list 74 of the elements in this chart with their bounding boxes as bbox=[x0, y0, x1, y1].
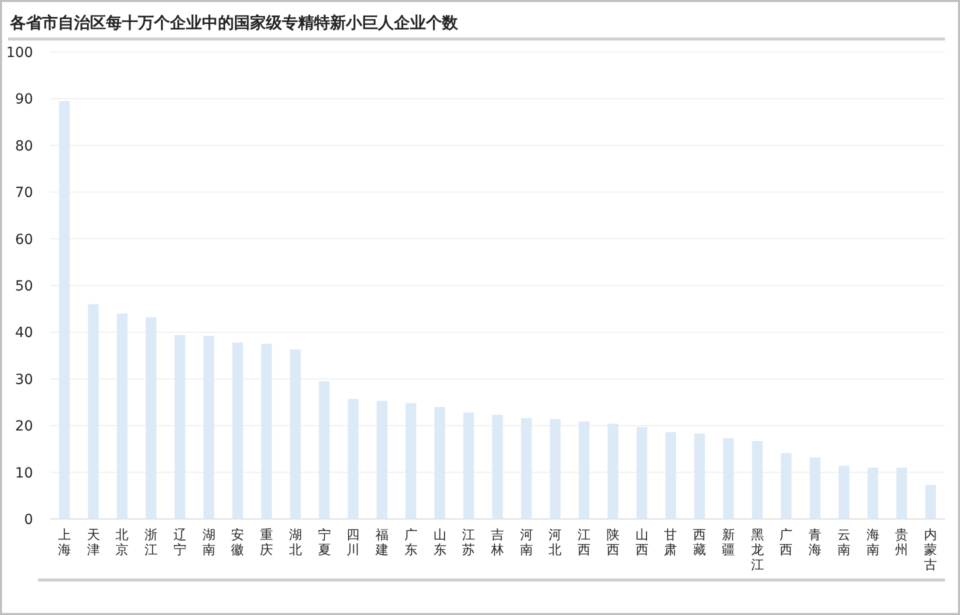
bar bbox=[261, 344, 272, 519]
x-tick-label: 湖北 bbox=[288, 528, 302, 558]
bar bbox=[203, 336, 214, 519]
x-tick-label: 江苏 bbox=[462, 528, 476, 558]
x-tick-label: 四川 bbox=[346, 528, 360, 558]
bar bbox=[59, 101, 70, 519]
x-tick-label: 吉林 bbox=[490, 528, 504, 558]
bar bbox=[752, 441, 763, 519]
x-tick-label: 内蒙古 bbox=[924, 528, 938, 573]
y-tick-label: 40 bbox=[15, 325, 33, 342]
y-tick-label: 70 bbox=[15, 185, 33, 202]
y-tick-label: 60 bbox=[15, 232, 33, 248]
bar bbox=[434, 406, 446, 519]
x-tick-label: 宁夏 bbox=[318, 527, 331, 558]
x-tick-label: 安徽 bbox=[231, 527, 244, 558]
bar bbox=[88, 304, 99, 519]
x-tick-label: 辽宁 bbox=[173, 528, 186, 558]
x-tick-label: 天津 bbox=[86, 528, 100, 558]
y-tick-label: 30 bbox=[15, 372, 33, 388]
chart-title: 各省市自治区每十万个企业中的国家级专精特新小巨人企业个数 bbox=[9, 13, 459, 32]
x-tick-label: 山东 bbox=[433, 528, 446, 558]
x-tick-label: 黑龙江 bbox=[750, 528, 764, 573]
bar bbox=[174, 335, 186, 519]
x-tick-label: 河南 bbox=[520, 528, 533, 558]
bar bbox=[694, 434, 705, 519]
bar bbox=[867, 468, 878, 519]
x-tick-label: 山西 bbox=[635, 528, 648, 558]
y-tick-label: 10 bbox=[15, 465, 33, 482]
y-tick-label: 20 bbox=[15, 418, 33, 435]
y-tick-label: 0 bbox=[24, 512, 33, 528]
bar bbox=[463, 412, 474, 519]
x-tick-label: 云南 bbox=[837, 528, 850, 558]
x-tick-label: 广西 bbox=[780, 528, 793, 558]
y-tick-label: 100 bbox=[6, 45, 33, 61]
bar bbox=[723, 438, 734, 519]
x-tick-label: 北京 bbox=[116, 528, 129, 558]
bar bbox=[146, 317, 156, 519]
bar bbox=[665, 432, 676, 519]
x-tick-label: 青海 bbox=[808, 528, 822, 558]
bar bbox=[116, 314, 128, 519]
bar bbox=[232, 342, 243, 519]
x-tick-label: 甘肃 bbox=[664, 528, 678, 558]
x-tick-label: 海南 bbox=[866, 528, 880, 558]
bar bbox=[838, 466, 850, 519]
bar bbox=[521, 418, 532, 519]
bar bbox=[376, 400, 388, 519]
bar bbox=[608, 424, 618, 519]
y-tick-label: 90 bbox=[15, 92, 33, 108]
bar bbox=[406, 403, 416, 519]
bar bbox=[492, 414, 503, 519]
bar bbox=[896, 468, 908, 519]
bar bbox=[290, 349, 301, 519]
x-tick-label: 广东 bbox=[404, 528, 418, 558]
y-tick-label: 50 bbox=[15, 278, 33, 294]
bar bbox=[780, 453, 792, 519]
x-tick-label: 上海 bbox=[58, 528, 71, 558]
bar bbox=[348, 398, 358, 519]
x-tick-label: 新疆 bbox=[722, 528, 735, 558]
bar bbox=[810, 457, 820, 519]
x-tick-label: 重庆 bbox=[260, 528, 274, 558]
bar bbox=[578, 421, 590, 519]
x-tick-label: 江西 bbox=[578, 528, 591, 558]
x-tick-label: 河北 bbox=[548, 528, 562, 558]
x-tick-label: 西藏 bbox=[693, 528, 706, 558]
y-tick-label: 80 bbox=[15, 138, 33, 154]
x-tick-label: 福建 bbox=[374, 528, 389, 558]
x-tick-label: 湖南 bbox=[202, 528, 216, 558]
bar bbox=[925, 484, 936, 519]
bar bbox=[318, 381, 330, 519]
x-tick-label: 贵州 bbox=[895, 528, 908, 558]
bar bbox=[550, 419, 561, 519]
x-tick-label: 浙江 bbox=[144, 528, 158, 558]
x-tick-label: 陕西 bbox=[606, 528, 620, 558]
bar bbox=[636, 427, 648, 519]
